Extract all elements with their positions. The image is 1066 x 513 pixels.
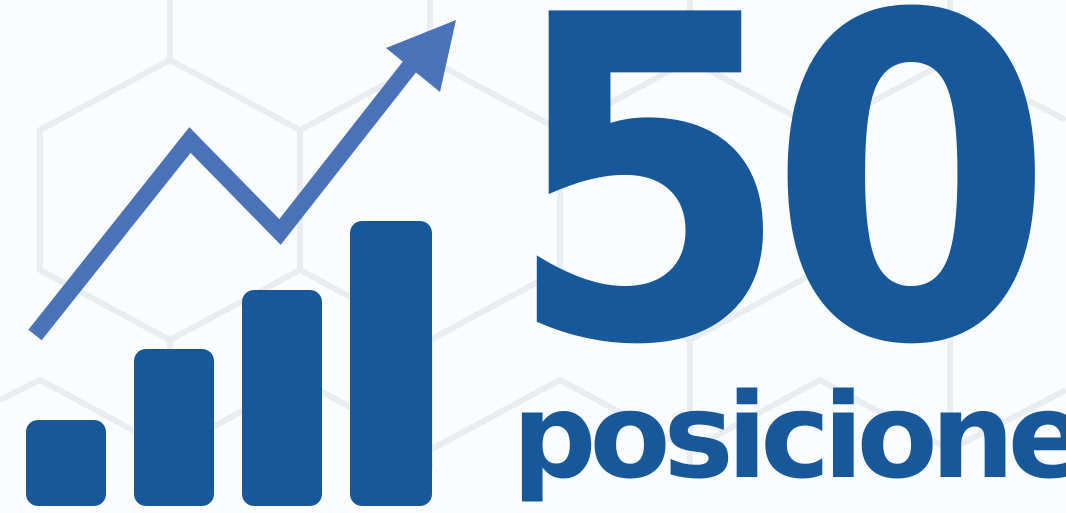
chart-bar-2 <box>134 349 214 506</box>
chart-bar-1 <box>26 420 106 506</box>
growth-chart-icon <box>26 20 456 506</box>
headline-caption: posiciones <box>512 367 1066 505</box>
headline-number: 50 <box>505 0 1055 443</box>
chart-bar-4 <box>350 221 432 506</box>
chart-bar-3 <box>242 290 322 506</box>
trend-line-icon <box>28 50 425 341</box>
arrow-head-icon <box>386 20 456 92</box>
